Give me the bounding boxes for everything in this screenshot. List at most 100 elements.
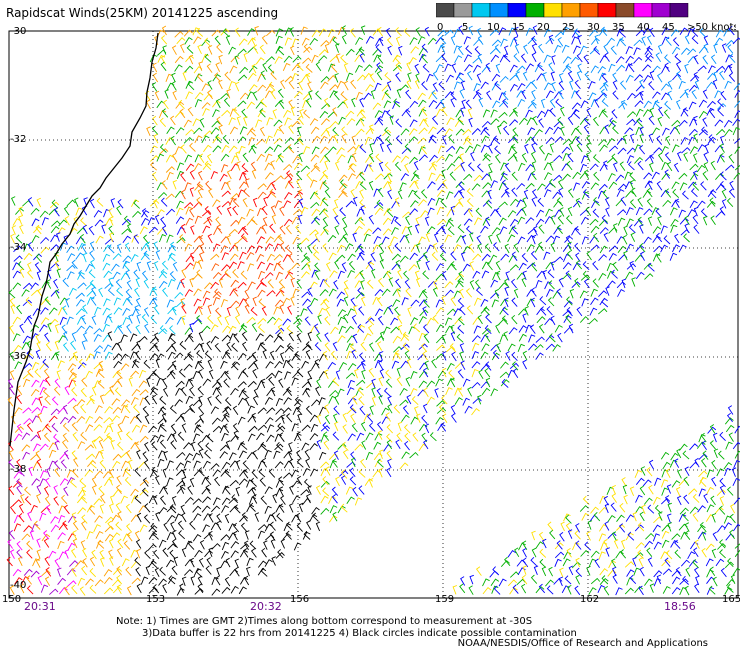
wind-barb: [495, 207, 502, 218]
wind-barb: [48, 550, 57, 559]
wind-barb: [100, 557, 105, 567]
wind-barb: [418, 332, 426, 342]
wind-barb: [148, 524, 158, 532]
lon-label-150: 150: [2, 594, 22, 605]
wind-barb: [26, 422, 33, 432]
wind-barb: [368, 162, 374, 172]
wind-barb: [670, 452, 679, 461]
wind-barb: [601, 73, 608, 83]
wind-barb: [81, 243, 87, 254]
wind-barb: [171, 360, 177, 370]
wind-barb: [252, 197, 258, 208]
wind-barb: [475, 286, 483, 296]
wind-barb: [64, 585, 70, 596]
wind-barb: [410, 299, 420, 307]
wind-barb: [229, 288, 238, 297]
wind-barb: [78, 358, 86, 368]
wind-barb: [660, 145, 669, 155]
wind-barb: [9, 297, 16, 308]
wind-barb: [498, 282, 508, 290]
wind-barb: [199, 342, 205, 353]
wind-barb: [192, 261, 200, 270]
wind-barb: [77, 441, 86, 450]
wind-barb: [207, 89, 214, 100]
wind-barb: [585, 142, 592, 153]
wind-barb: [204, 282, 214, 290]
wind-barb: [309, 468, 318, 477]
wind-barb: [637, 549, 644, 559]
wind-barb: [358, 352, 366, 362]
wind-barb: [495, 63, 501, 74]
wind-barb: [652, 496, 661, 505]
wind-barb: [117, 199, 124, 209]
wind-barb: [18, 513, 25, 523]
wind-barb: [590, 225, 600, 233]
wind-barb: [522, 71, 528, 81]
wind-barb: [91, 485, 97, 495]
wind-barb: [62, 404, 68, 415]
wind-barb: [112, 460, 121, 469]
wind-barb: [117, 324, 124, 335]
wind-barb: [320, 76, 330, 83]
wind-barb: [346, 407, 356, 415]
wind-barb: [303, 478, 311, 488]
wind-barb: [333, 133, 339, 144]
wind-barb: [8, 459, 15, 469]
wind-barb: [206, 433, 214, 443]
wind-barb: [679, 578, 689, 585]
wind-barb: [149, 297, 158, 306]
wind-barb: [159, 495, 166, 505]
wind-barb: [581, 191, 590, 200]
wind-barb: [338, 174, 348, 182]
wind-barb: [482, 182, 492, 190]
wind-barb: [408, 326, 416, 335]
wind-barb: [309, 37, 318, 46]
wind-barb: [403, 270, 410, 280]
wind-barb: [237, 74, 248, 82]
wind-barb: [32, 443, 41, 452]
wind-barb: [148, 495, 157, 504]
wind-barb: [724, 80, 732, 89]
wind-barb: [385, 378, 393, 388]
wind-barb: [616, 137, 626, 145]
wind-barb: [112, 253, 122, 260]
wind-barb: [27, 511, 32, 522]
wind-barb: [9, 549, 15, 559]
wind-barb: [504, 162, 511, 173]
wind-barb: [604, 521, 610, 531]
wind-barb: [27, 262, 32, 272]
wind-barb: [639, 485, 646, 496]
wind-barb: [274, 56, 283, 64]
wind-barb: [408, 136, 418, 144]
wind-barb: [569, 80, 574, 90]
wind-barb: [454, 397, 463, 405]
wind-barb: [255, 57, 265, 65]
wind-barb: [314, 270, 320, 281]
wind-barb: [189, 277, 194, 288]
wind-barb: [680, 531, 689, 540]
wind-barb: [602, 189, 609, 200]
wind-barb: [580, 274, 591, 281]
wind-barb: [566, 306, 573, 317]
wind-barb: [14, 426, 24, 433]
wind-barb: [583, 169, 590, 180]
wind-barb: [207, 233, 213, 244]
wind-barb: [341, 469, 348, 479]
wind-barb: [292, 208, 303, 216]
wind-barb: [530, 170, 537, 180]
wind-barb: [72, 520, 79, 531]
wind-barb: [581, 236, 589, 245]
wind-barb: [682, 512, 689, 522]
wind-barb: [76, 316, 85, 325]
wind-barb: [176, 451, 186, 459]
wind-barb: [161, 180, 168, 190]
wind-barb: [624, 587, 634, 595]
wind-barb: [481, 190, 491, 198]
wind-barb: [399, 182, 407, 191]
wind-barb: [20, 493, 25, 504]
wind-barb: [426, 380, 436, 388]
wind-barb: [170, 135, 176, 146]
wind-barb: [167, 514, 176, 523]
wind-barb: [323, 97, 330, 108]
wind-barb: [207, 80, 213, 90]
